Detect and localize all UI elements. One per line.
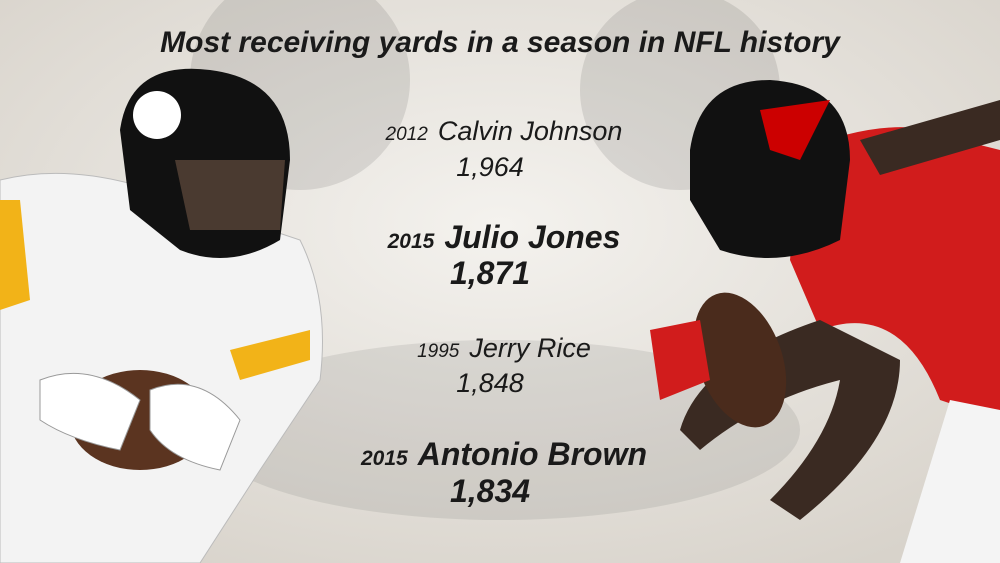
entry: 2012 Calvin Johnson 1,964 (385, 116, 623, 182)
yards: 1,964 (456, 152, 524, 182)
yards: 1,848 (456, 368, 524, 398)
year: 2015 (387, 230, 435, 253)
player-name: Julio Jones (444, 219, 620, 255)
entry-heading: 2012 Calvin Johnson (385, 116, 623, 146)
player-name: Calvin Johnson (438, 116, 623, 146)
entry: 1995 Jerry Rice 1,848 (417, 333, 591, 398)
title: Most receiving yards in a season in NFL … (160, 26, 841, 59)
left-player (0, 68, 323, 563)
entry-heading: 1995 Jerry Rice (417, 333, 591, 363)
right-player (650, 80, 1000, 563)
year: 2015 (360, 447, 408, 470)
yards: 1,871 (450, 255, 530, 291)
entry-heading: 2015 Julio Jones (387, 219, 621, 255)
yards: 1,834 (450, 473, 530, 509)
entry-heading: 2015 Antonio Brown (360, 436, 647, 472)
year: 2012 (385, 124, 429, 145)
year: 1995 (417, 341, 460, 362)
player-name: Antonio Brown (417, 436, 647, 472)
player-name: Jerry Rice (468, 333, 591, 363)
